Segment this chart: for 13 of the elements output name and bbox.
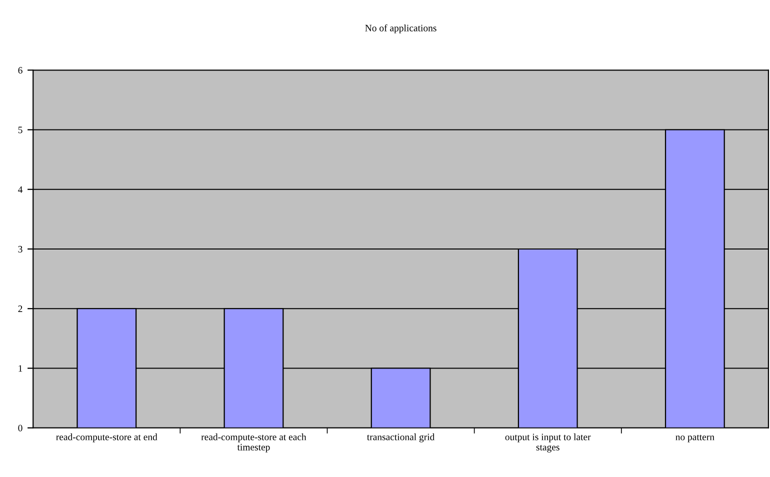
y-tick-label: 3 (18, 246, 22, 252)
y-tick-label: 1 (18, 365, 22, 372)
y-tick-label: 2 (18, 306, 22, 312)
x-tick-label: output is input to later stages (505, 433, 591, 452)
y-tick-label: 4 (18, 186, 23, 193)
x-tick-label: no pattern (676, 434, 714, 442)
y-tick-label: 5 (18, 126, 22, 134)
x-tick-label: read-compute-store at end (56, 433, 158, 442)
y-tick-label: 6 (18, 67, 22, 74)
x-tick-label: read-compute-store at each timestep (201, 433, 306, 452)
chart-title: No of applications (365, 24, 436, 34)
y-tick-label: 0 (18, 424, 22, 432)
x-tick-label: transactional grid (367, 433, 435, 442)
